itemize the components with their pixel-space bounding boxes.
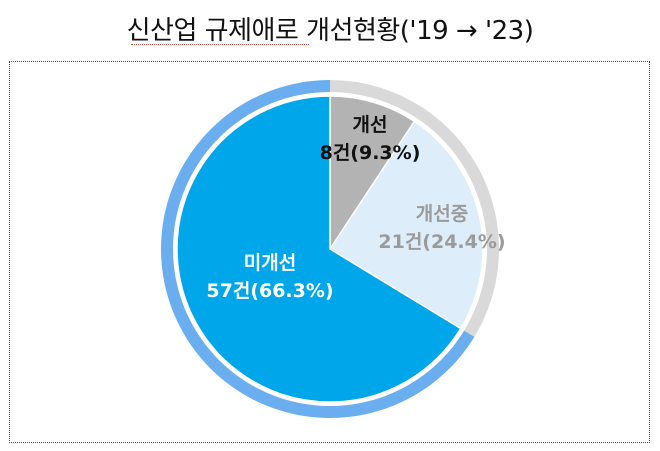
outer-ring-1	[330, 80, 424, 119]
pie-slice-2	[328, 120, 484, 330]
outer-ring-2	[416, 108, 499, 337]
slice-value-label: 8건(9.3%)	[320, 142, 421, 164]
chart-title: 신산업 규제애로 개선현황('19 → '23)	[126, 16, 534, 46]
chart-frame	[9, 61, 650, 443]
pie-slice-1	[329, 95, 416, 252]
slice-value-label: 21건(24.4%)	[378, 231, 505, 253]
slice-value-label: 57건(66.3%)	[206, 280, 333, 302]
slice-name-label: 미개선	[244, 252, 296, 274]
slice-name-label: 개선중	[416, 203, 468, 225]
spellcheck-underline	[131, 44, 309, 45]
slice-name-label: 개선	[353, 114, 388, 136]
pie-slice-3	[176, 95, 462, 403]
